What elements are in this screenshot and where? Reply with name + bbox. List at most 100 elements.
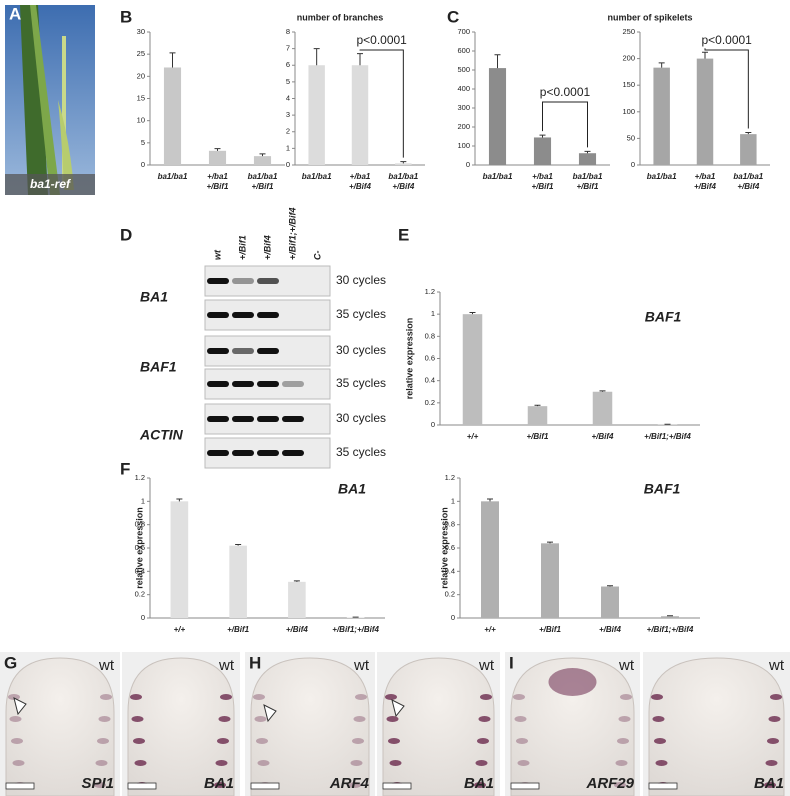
error-bar — [235, 544, 242, 546]
annotation: p<0.0001 — [540, 85, 591, 99]
y-tick-label: 30 — [137, 27, 145, 36]
bar — [653, 67, 670, 165]
bar — [395, 163, 412, 165]
y-tick-label: 1 — [451, 496, 455, 505]
y-tick-label: 2 — [286, 127, 290, 136]
stain — [513, 694, 525, 700]
panel-label: H — [249, 653, 261, 672]
stain — [256, 738, 268, 744]
x-tick-label: +/Bif4 — [392, 182, 415, 191]
gel-band — [232, 348, 254, 354]
stain — [214, 782, 226, 788]
stain — [478, 716, 491, 722]
chart-title: BA1 — [338, 481, 366, 497]
error-bar — [293, 580, 300, 582]
stain — [618, 716, 631, 722]
gel: wt +/Bif1 +/Bif4 +/Bif1;+/Bif4 C- 30 cycles 35… — [139, 207, 386, 469]
bar — [578, 153, 597, 165]
panel-label: D — [120, 225, 132, 244]
gene-label: BA1 — [464, 775, 494, 792]
x-tick-label: +/Bif4 — [349, 182, 372, 191]
stain — [385, 694, 397, 700]
y-tick-label: 0.4 — [425, 376, 435, 385]
y-tick-label: 600 — [457, 46, 470, 55]
gel-band — [207, 450, 229, 456]
stain — [765, 760, 778, 766]
stain — [217, 738, 229, 744]
stain — [254, 716, 267, 722]
error-bar — [539, 134, 546, 138]
x-tick-label: +/+ — [484, 625, 496, 634]
scale-bar-outline — [5, 782, 35, 790]
stain — [617, 738, 629, 744]
x-tick-label: +/Bif4 — [694, 182, 717, 191]
cycles-label: 35 cycles — [336, 376, 386, 390]
error-bar — [487, 498, 493, 502]
bar — [229, 545, 247, 618]
error-bar — [599, 390, 606, 392]
genotype-label: wt — [353, 657, 370, 674]
bar — [488, 68, 507, 165]
x-tick-label: +/Bif1 — [539, 625, 562, 634]
y-tick-label: 400 — [457, 84, 470, 93]
gel-band — [257, 348, 279, 354]
panel-label: E — [398, 225, 409, 244]
stain — [655, 760, 668, 766]
stain — [100, 694, 112, 700]
tissue — [648, 657, 785, 796]
stain — [12, 760, 25, 766]
x-tick-label: ba1/ba1 — [248, 172, 278, 181]
y-tick-label: 0.2 — [135, 590, 145, 599]
x-tick-label: ba1/ba1 — [158, 172, 188, 181]
bar — [740, 134, 757, 165]
tissue — [250, 657, 370, 796]
panel-label: B — [120, 7, 132, 26]
genotype-label: wt — [768, 657, 785, 674]
panel-label: A — [9, 4, 21, 23]
error-bar — [534, 404, 541, 407]
scale-bar-outline — [127, 782, 157, 790]
bar — [163, 67, 182, 165]
stain — [350, 760, 363, 766]
y-tick-label: 300 — [457, 103, 470, 112]
error-bar — [494, 54, 501, 69]
y-tick-label: 0.8 — [445, 520, 455, 529]
error-bar — [214, 148, 221, 151]
arrowhead — [13, 697, 27, 716]
gel-band — [207, 348, 229, 354]
stain — [9, 716, 22, 722]
bar — [481, 501, 499, 618]
gel-band — [232, 278, 254, 284]
y-tick-label: 0 — [286, 160, 290, 169]
y-tick-label: 500 — [457, 65, 470, 74]
y-tick-label: 1 — [431, 309, 435, 318]
y-tick-label: 0 — [141, 613, 145, 622]
stain — [517, 760, 530, 766]
stain — [477, 738, 489, 744]
photo: ba1-ref — [5, 5, 95, 195]
stain — [516, 738, 528, 744]
gel-band — [232, 416, 254, 422]
gene-label: BA1 — [754, 775, 784, 792]
y-tick-label: 1 — [286, 143, 290, 152]
bar — [253, 156, 272, 165]
x-tick-label: +/+ — [467, 432, 479, 441]
scale-bar-outline — [648, 782, 678, 790]
annotation: p<0.0001 — [356, 33, 407, 47]
y-tick-label: 0.4 — [445, 566, 455, 575]
cycles-label: 30 cycles — [336, 343, 386, 357]
error-bar — [169, 52, 176, 68]
panel-label: F — [120, 459, 130, 478]
stain — [767, 738, 779, 744]
tissue — [382, 657, 495, 796]
significance-bracket — [542, 101, 588, 148]
bar — [170, 501, 189, 618]
y-tick-label: 20 — [137, 71, 145, 80]
y-tick-label: 0 — [431, 420, 435, 429]
chart-title: number of branches — [297, 12, 384, 22]
bar — [351, 65, 369, 165]
y-tick-label: 150 — [622, 80, 635, 89]
stain — [480, 694, 492, 700]
y-tick-label: 100 — [457, 141, 470, 150]
stain — [475, 760, 488, 766]
